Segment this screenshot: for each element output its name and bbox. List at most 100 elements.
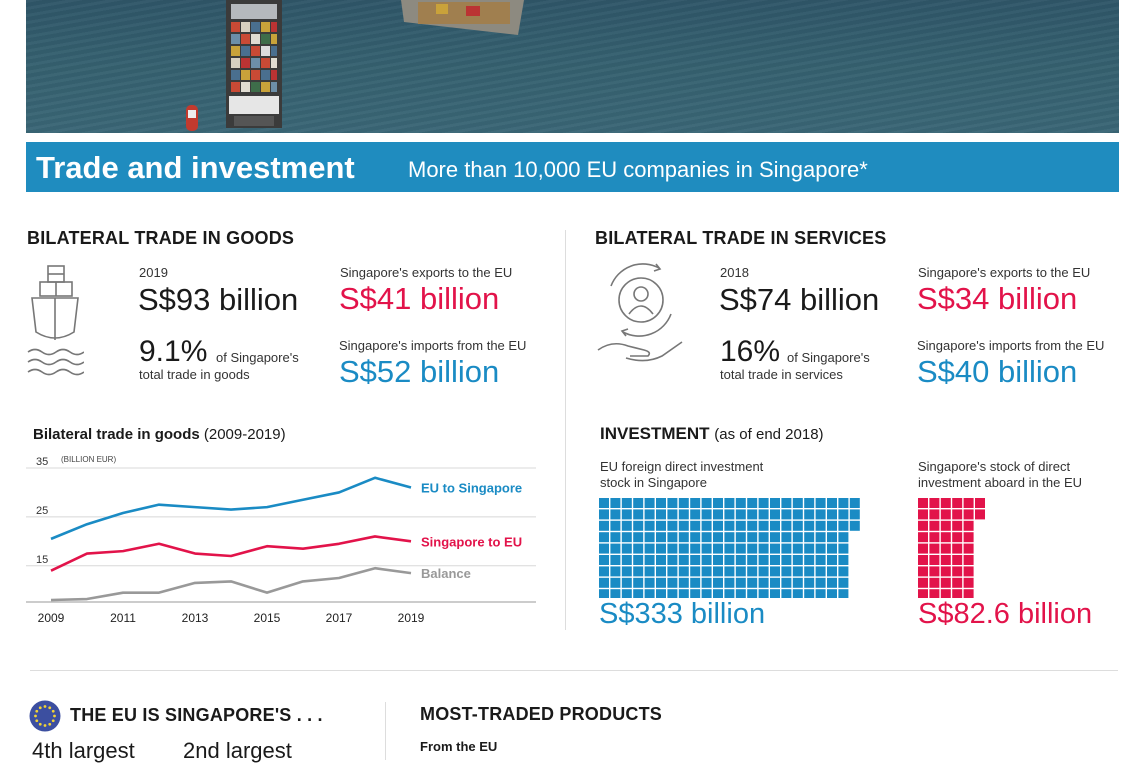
x-tick-label: 2015 [254,611,281,625]
investment-unit [747,555,758,565]
cargo-ship-icon [27,265,84,376]
investment-unit [849,509,860,520]
investment-unit [724,589,735,598]
investment-unit [804,577,815,588]
investment-unit [929,577,940,588]
investment-unit [633,532,644,543]
investment-unit [713,532,723,543]
investment-unit [758,555,769,565]
investment-unit [633,509,644,520]
investment-unit [827,577,837,588]
investment-unit [918,509,928,520]
services-imports-label: Singapore's imports from the EU [917,338,1105,353]
x-tick-label: 2013 [182,611,209,625]
investment-unit [610,566,621,577]
investment-unit [633,543,644,554]
investment-unit [827,520,837,531]
investment-unit [815,498,826,508]
investment-unit [963,555,974,565]
investment-unit [735,520,746,531]
investment-unit [940,498,951,508]
section-banner: Trade and investment More than 10,000 EU… [26,142,1119,192]
eu-partner-heading: THE EU IS SINGAPORE'S . . . [70,705,323,725]
products-heading: MOST-TRADED PRODUCTS [420,704,662,724]
flag-star [48,706,52,710]
investment-unit [929,566,940,577]
investment-unit [667,566,678,577]
x-tick-label: 2009 [38,611,65,625]
investment-unit [747,543,758,554]
investment-unit [735,498,746,508]
investment-unit [724,566,735,577]
flag-star [43,705,47,708]
investment-unit [781,520,792,531]
series-line [50,535,412,572]
investment-unit [770,589,780,598]
investment-unit [713,577,723,588]
investment-unit [747,498,758,508]
investment-unit [940,555,951,565]
investment-unit [678,577,689,588]
investment-unit [804,532,815,543]
harbour-ships-illustration [186,0,524,131]
investment-unit [701,589,712,598]
investment-unit [963,520,974,531]
investment-unit [827,555,837,565]
investment-unit [667,520,678,531]
investment-unit [678,520,689,531]
investment-unit [929,509,940,520]
investment-unit [667,543,678,554]
investment-unit [952,555,963,565]
investment-unit [838,509,849,520]
investment-unit [781,577,792,588]
eu-investment-grid [599,498,860,598]
investment-unit [644,577,655,588]
investment-unit [747,532,758,543]
investment-unit [690,555,701,565]
goods-share-pct: 9.1% [139,335,208,368]
investment-unit [667,555,678,565]
investment-unit [656,555,666,565]
flag-star [38,706,42,710]
investment-unit [929,555,940,565]
investment-unit [781,532,792,543]
investment-unit [963,577,974,588]
investment-unit [644,589,655,598]
investment-unit [918,577,928,588]
investment-unit [963,498,974,508]
investment-unit [678,555,689,565]
investment-unit [621,509,632,520]
investment-unit [656,532,666,543]
investment-unit [770,520,780,531]
investment-unit [667,589,678,598]
eu-fdi-label-line2: stock in Singapore [600,475,707,490]
investment-unit [792,566,803,577]
hero-photo [26,0,1119,133]
services-share-pct: 16% [720,335,781,368]
investment-unit [770,566,780,577]
investment-unit [758,589,769,598]
investment-unit [804,555,815,565]
investment-unit [815,566,826,577]
investment-unit [804,509,815,520]
goods-imports-label: Singapore's imports from the EU [339,338,527,353]
services-share-text-1: of Singapore's [787,350,870,365]
eu-flag-icon [29,700,61,732]
investment-unit [792,577,803,588]
bottom-divider [385,702,386,760]
investment-unit [781,566,792,577]
investment-unit [656,498,666,508]
investment-unit [690,543,701,554]
investment-unit [656,577,666,588]
investment-unit [827,543,837,554]
investment-unit [690,520,701,531]
investment-unit [690,566,701,577]
investment-unit [929,543,940,554]
investment-unit [713,509,723,520]
investment-unit [827,532,837,543]
investment-unit [599,577,609,588]
investment-unit [690,589,701,598]
investment-unit [792,543,803,554]
investment-unit [678,532,689,543]
x-tick-label: 2019 [398,611,425,625]
